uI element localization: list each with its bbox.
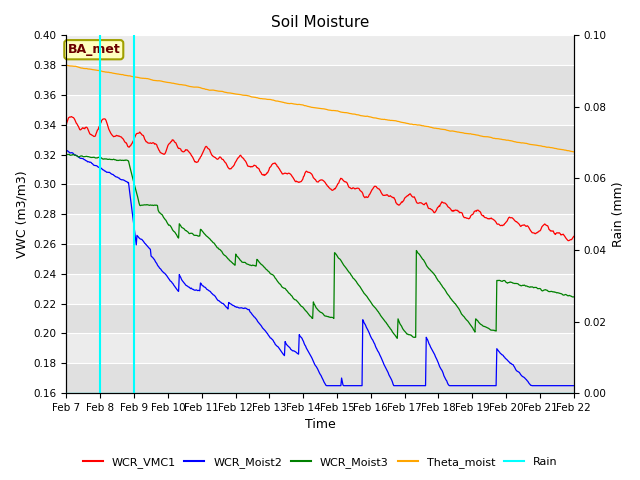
Text: BA_met: BA_met xyxy=(67,43,120,56)
Y-axis label: Rain (mm): Rain (mm) xyxy=(612,181,625,247)
Bar xyxy=(67,244,573,274)
Bar xyxy=(67,363,573,393)
Bar xyxy=(67,184,573,214)
X-axis label: Time: Time xyxy=(305,419,335,432)
Bar xyxy=(67,36,573,65)
Title: Soil Moisture: Soil Moisture xyxy=(271,15,369,30)
Bar xyxy=(67,334,573,363)
Bar xyxy=(67,65,573,95)
Legend: WCR_VMC1, WCR_Moist2, WCR_Moist3, Theta_moist, Rain: WCR_VMC1, WCR_Moist2, WCR_Moist3, Theta_… xyxy=(78,452,562,472)
Bar xyxy=(67,155,573,184)
Bar xyxy=(67,214,573,244)
Y-axis label: VWC (m3/m3): VWC (m3/m3) xyxy=(15,170,28,258)
Bar xyxy=(67,274,573,304)
Bar xyxy=(67,304,573,334)
Bar xyxy=(67,125,573,155)
Bar xyxy=(67,95,573,125)
